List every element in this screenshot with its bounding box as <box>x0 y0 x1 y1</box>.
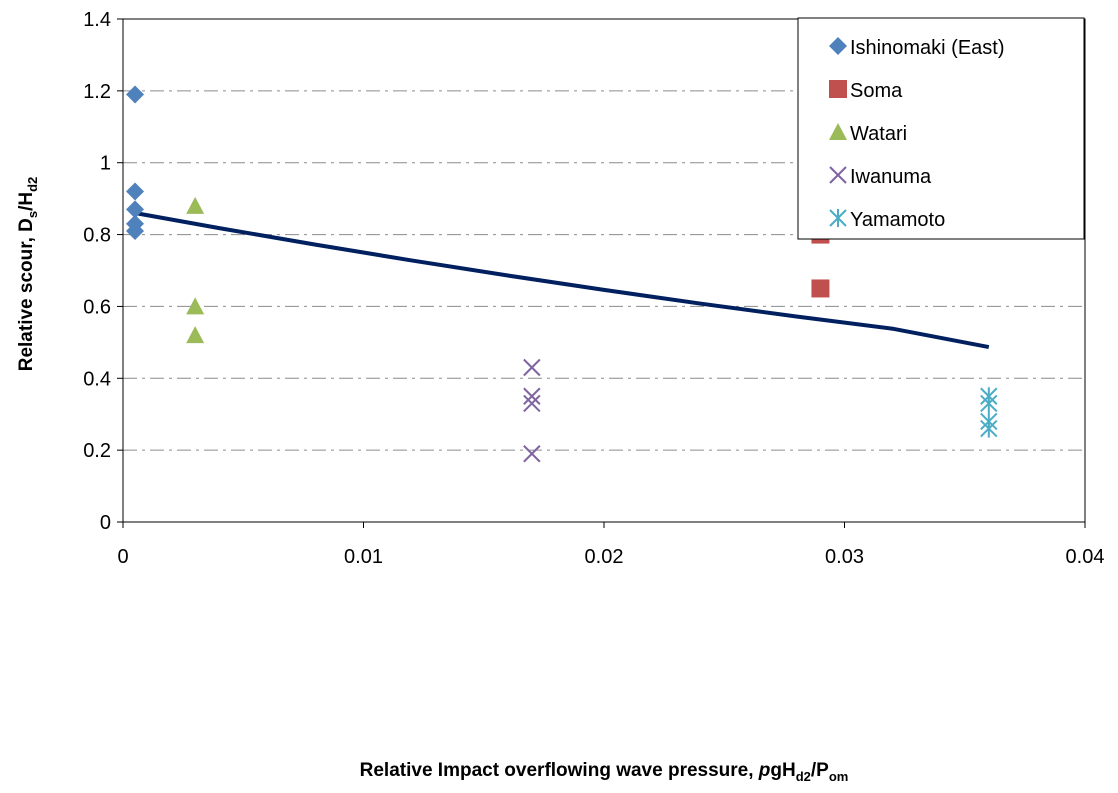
y-axis-title-slash: /H <box>16 192 37 211</box>
point-diamond-0-0 <box>126 85 145 104</box>
x-tick-label-2: 0.02 <box>585 546 624 568</box>
legend-marker-1 <box>829 80 847 98</box>
y-axis-title-sub1: s <box>25 211 40 218</box>
point-triangle-2-1 <box>186 297 205 315</box>
y-tick-label-1: 0.2 <box>83 440 111 462</box>
point-diamond-0-2 <box>126 200 145 219</box>
x-axis-title-italic: p <box>758 760 771 781</box>
y-axis-title-main: Relative scour, D <box>16 218 37 371</box>
point-x-3-0 <box>523 358 541 377</box>
x-axis-ticks: 0 0.01 0.02 0.03 0.04 <box>117 522 1104 568</box>
gridlines <box>123 90 1085 451</box>
legend-label-0: Ishinomaki (East) <box>850 37 1005 59</box>
x-axis-title-sub1: d2 <box>796 769 811 784</box>
legend-marker-4 <box>829 209 847 227</box>
legend-box <box>797 17 1085 240</box>
legend-label-4: Yamamoto <box>850 209 945 231</box>
y-axis-ticks: 0 0.2 0.4 0.6 0.8 1 1.2 1.4 <box>83 9 123 534</box>
y-axis-title-sub2: d2 <box>25 177 40 192</box>
point-star-4-1 <box>980 394 998 413</box>
point-x-3-1 <box>523 387 541 405</box>
x-axis-title-sub2: om <box>829 769 849 784</box>
x-axis-title: Relative Impact overflowing wave pressur… <box>360 760 849 784</box>
y-tick-label-2: 0.4 <box>83 368 111 390</box>
x-axis-title-main: Relative Impact overflowing wave pressur… <box>360 760 759 781</box>
point-x-3-2 <box>523 394 541 413</box>
x-axis-title-mid: gH <box>770 760 795 781</box>
y-tick-label-7: 1.4 <box>83 9 111 31</box>
point-triangle-2-0 <box>186 196 205 214</box>
legend-label-1: Soma <box>850 80 903 102</box>
legend: Ishinomaki (East) Soma Watari Iwanuma Yamamo… <box>797 17 1085 240</box>
y-tick-label-4: 0.8 <box>83 225 111 247</box>
x-tick-label-4: 0.04 <box>1066 546 1105 568</box>
y-tick-label-3: 0.6 <box>83 296 111 318</box>
legend-label-2: Watari <box>850 123 907 145</box>
trendline <box>134 211 990 349</box>
y-tick-label-5: 1 <box>100 153 111 175</box>
point-x-3-3 <box>523 445 541 463</box>
point-square-1-3 <box>811 279 830 298</box>
point-diamond-0-1 <box>126 182 145 201</box>
x-tick-label-0: 0 <box>117 546 128 568</box>
y-tick-label-6: 1.2 <box>83 81 111 103</box>
point-diamond-0-4 <box>126 221 145 240</box>
legend-label-3: Iwanuma <box>850 166 932 188</box>
legend-marker-0 <box>829 37 847 55</box>
x-tick-label-3: 0.03 <box>825 546 864 568</box>
x-tick-label-1: 0.01 <box>344 546 383 568</box>
y-axis-title: Relative scour, Ds/Hd2 <box>16 177 40 372</box>
point-triangle-2-2 <box>186 326 205 344</box>
x-axis-title-slash: /P <box>811 760 829 781</box>
y-tick-label-0: 0 <box>100 512 111 534</box>
point-star-4-3 <box>980 419 998 438</box>
legend-marker-2 <box>829 123 847 140</box>
legend-marker-3 <box>829 166 847 184</box>
